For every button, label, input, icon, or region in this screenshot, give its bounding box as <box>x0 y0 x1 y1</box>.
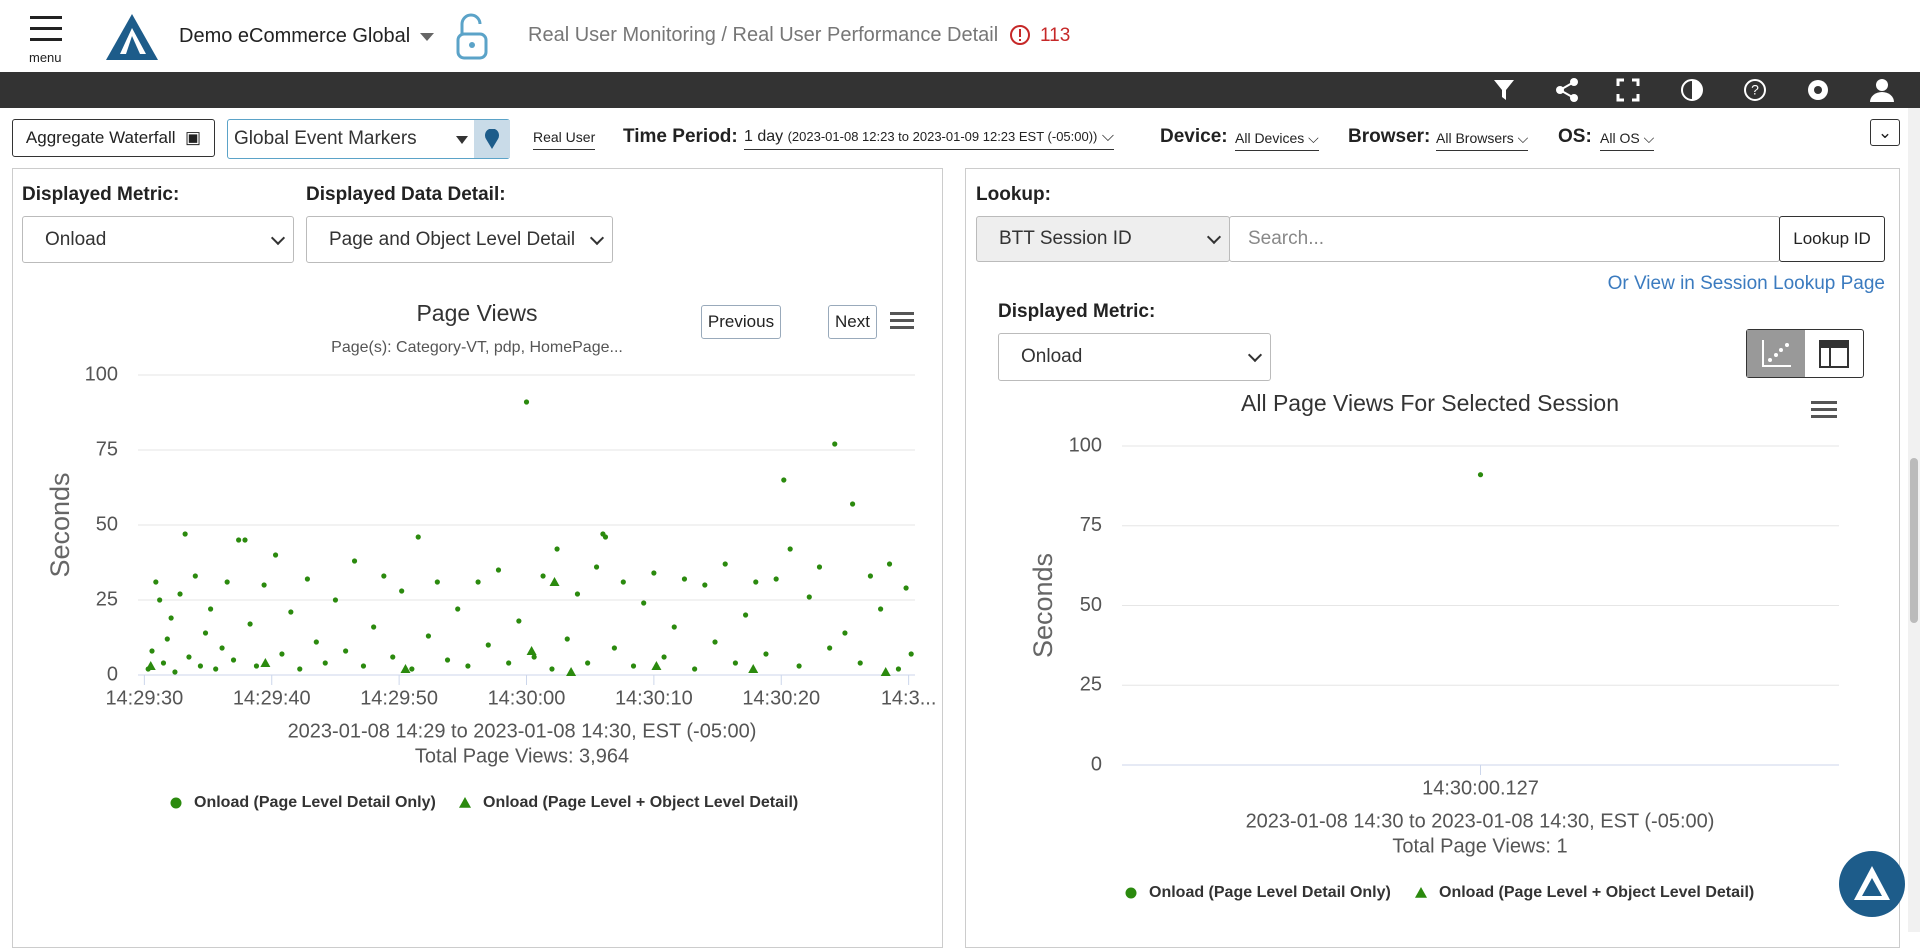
browser: All Browsers <box>1436 130 1514 146</box>
select-value: Page and Object Level Detail <box>329 228 576 250</box>
period: 1 day <box>744 128 784 145</box>
event-markers-select[interactable]: Global Event Markers <box>227 119 510 159</box>
device-select[interactable]: All Devices ⌵ <box>1235 130 1319 151</box>
breadcrumb: Real User Monitoring / Real User Perform… <box>528 24 999 46</box>
button-label: Next <box>835 312 870 331</box>
period-select[interactable]: 1 day (2023-01-08 12:23 to 2023-01-09 12… <box>744 128 1114 150</box>
period-label: Time Period: <box>623 126 738 147</box>
marker-pin[interactable] <box>474 120 510 158</box>
menu-label[interactable]: menu <box>29 50 62 65</box>
select-value: Onload <box>1021 346 1083 367</box>
previous-button[interactable]: Previous <box>701 305 781 339</box>
select-value: BTT Session ID <box>999 228 1132 249</box>
help-chat-button[interactable] <box>1838 850 1906 918</box>
aggregate-waterfall-button[interactable]: Aggregate Waterfall ▣ <box>12 119 215 157</box>
chart-menu[interactable] <box>890 311 914 331</box>
alert-icon[interactable] <box>1009 24 1031 46</box>
period-range: (2023-01-08 12:23 to 2023-01-09 12:23 ES… <box>787 129 1098 144</box>
metric-select[interactable]: Onload <box>998 333 1271 381</box>
lookup-button[interactable]: Lookup ID <box>1779 216 1885 262</box>
lock-icon[interactable] <box>454 12 490 62</box>
alert-count[interactable]: 113 <box>1040 25 1071 46</box>
top-bar: menu Demo eCommerce Global Real User Mon… <box>0 0 1920 73</box>
placeholder: Search... <box>1248 228 1325 249</box>
scroll-thumb[interactable] <box>1910 458 1918 623</box>
select-value: Onload <box>45 228 107 250</box>
os-label: OS: <box>1558 126 1592 147</box>
view-toggle <box>1746 329 1864 378</box>
chart-menu[interactable] <box>1811 400 1837 420</box>
search-input[interactable]: Search... <box>1229 216 1780 262</box>
metric-select[interactable]: Onload <box>22 216 294 263</box>
button-label: Lookup ID <box>1793 229 1871 248</box>
os: All OS <box>1600 130 1640 146</box>
caret <box>456 136 468 144</box>
next-button[interactable]: Next <box>828 305 877 339</box>
account-caret[interactable] <box>420 33 434 41</box>
device: All Devices <box>1235 130 1305 146</box>
button-label: Previous <box>707 312 775 331</box>
tool-icons[interactable]: ? <box>1490 78 1910 102</box>
detail-select[interactable]: Page and Object Level Detail <box>306 216 613 263</box>
lookup-label: Lookup: <box>976 184 1051 205</box>
svg-text:?: ? <box>1751 82 1759 98</box>
metric-label: Displayed Metric: <box>998 301 1156 322</box>
os-select[interactable]: All OS ⌵ <box>1600 130 1655 151</box>
logo <box>106 14 158 60</box>
device-label: Device: <box>1160 126 1228 147</box>
table-view-button[interactable] <box>1805 330 1863 377</box>
scatter-view-button[interactable] <box>1747 330 1805 377</box>
menu-icon[interactable] <box>30 14 62 44</box>
button-label: Aggregate Waterfall <box>25 128 176 147</box>
session-link[interactable]: Or View in Session Lookup Page <box>1607 273 1885 294</box>
left-panel <box>12 168 943 948</box>
source-select[interactable]: Real User <box>533 129 596 150</box>
collapse-button[interactable]: ⌄ <box>1870 119 1900 146</box>
scrollbar <box>1908 108 1920 932</box>
account-name[interactable]: Demo eCommerce Global <box>179 25 411 47</box>
metric-label: Displayed Metric: <box>22 184 180 205</box>
icon-bar: ? <box>0 72 1920 108</box>
browser-select[interactable]: All Browsers ⌵ <box>1436 130 1529 151</box>
select-value: Global Event Markers <box>234 128 417 149</box>
lookup-type-select[interactable]: BTT Session ID <box>976 216 1230 262</box>
browser-label: Browser: <box>1348 126 1431 147</box>
detail-label: Displayed Data Detail: <box>306 184 506 205</box>
